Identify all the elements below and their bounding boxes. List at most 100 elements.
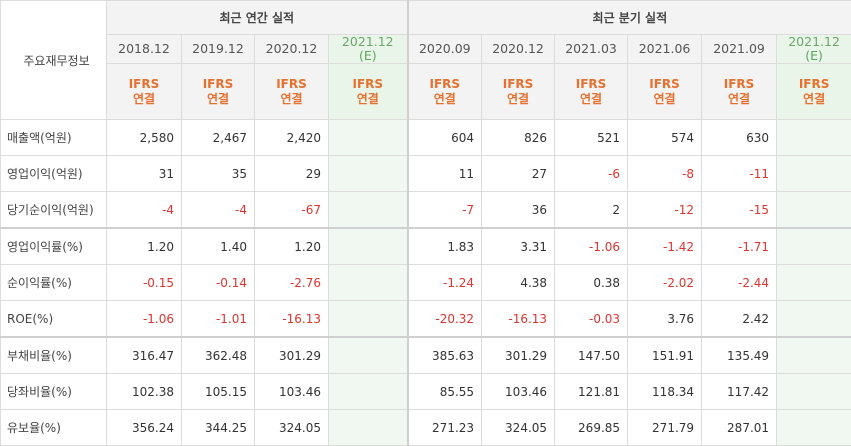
value-cell: 3.76 [628,301,702,338]
value-cell: -4 [182,192,255,229]
value-cell: 2 [555,192,628,229]
value-cell: 4.38 [482,265,555,301]
ifrs-label: IFRS [649,77,680,91]
value-cell: 271.79 [628,410,702,446]
value-cell: -1.01 [182,301,255,338]
value-cell: 103.46 [482,374,555,410]
value-cell: -1.42 [628,228,702,265]
value-cell: 1.83 [408,228,482,265]
period-header: 2021.03 [555,35,628,64]
period-label: 2020.09 [419,41,471,56]
row-label: 영업이익률(%) [1,228,107,265]
value-cell: 521 [555,120,628,156]
value-cell: 35 [182,156,255,192]
value-cell: 27 [482,156,555,192]
value-cell: 2,467 [182,120,255,156]
value-cell: 2,420 [255,120,329,156]
period-header: 2020.12 [482,35,555,64]
period-header: 2021.12(E) [329,35,408,64]
ifrs-label: IFRS [799,77,830,91]
value-cell: -12 [628,192,702,229]
value-cell: 324.05 [255,410,329,446]
value-cell: -6 [555,156,628,192]
value-cell: -1.24 [408,265,482,301]
value-cell [329,120,408,156]
value-cell [329,265,408,301]
value-cell: 385.63 [408,337,482,374]
value-cell [777,337,851,374]
value-cell: 1.40 [182,228,255,265]
consolidated-label: 연결 [507,92,529,106]
value-cell [777,410,851,446]
period-header: 2021.06 [628,35,702,64]
period-label: 2021.12 [788,35,840,50]
period-label: 2019.12 [192,41,244,56]
value-cell: -7 [408,192,482,229]
value-cell: 31 [107,156,182,192]
ifrs-label: IFRS [430,77,461,91]
value-cell: 362.48 [182,337,255,374]
period-label: 2020.12 [266,41,318,56]
period-header: 2021.12(E) [777,35,851,64]
period-header: 2018.12 [107,35,182,64]
value-cell: 0.38 [555,265,628,301]
value-cell: 11 [408,156,482,192]
consolidated-label: 연결 [654,92,676,106]
period-label: 2021.09 [713,41,765,56]
value-cell: -0.14 [182,265,255,301]
period-label: 2020.12 [492,41,544,56]
quarterly-group-title: 최근 분기 실적 [408,1,851,35]
value-cell: -16.13 [482,301,555,338]
value-cell [777,120,851,156]
value-cell: 36 [482,192,555,229]
ifrs-label: IFRS [203,77,234,91]
value-cell: 269.85 [555,410,628,446]
value-cell: -1.06 [107,301,182,338]
period-header: 2020.09 [408,35,482,64]
row-label: 매출액(억원) [1,120,107,156]
value-cell: -16.13 [255,301,329,338]
value-cell: -2.44 [702,265,777,301]
row-label: 순이익률(%) [1,265,107,301]
value-cell: 118.34 [628,374,702,410]
value-cell: -2.02 [628,265,702,301]
consolidated-label: 연결 [207,92,229,106]
value-cell: -15 [702,192,777,229]
value-cell: 630 [702,120,777,156]
ifrs-label: IFRS [353,77,384,91]
row-label: 당좌비율(%) [1,374,107,410]
value-cell: -11 [702,156,777,192]
consolidated-label: 연결 [728,92,750,106]
value-cell: -0.03 [555,301,628,338]
row-label: ROE(%) [1,301,107,338]
value-cell: 103.46 [255,374,329,410]
value-cell: 29 [255,156,329,192]
value-cell: 301.29 [255,337,329,374]
value-cell [777,374,851,410]
value-cell [329,410,408,446]
estimate-mark: (E) [805,48,823,63]
value-cell: 316.47 [107,337,182,374]
value-cell: -1.71 [702,228,777,265]
value-cell: 301.29 [482,337,555,374]
value-cell: -8 [628,156,702,192]
period-label: 2021.03 [565,41,617,56]
consolidated-label: 연결 [133,92,155,106]
value-cell [329,301,408,338]
ifrs-label: IFRS [503,77,534,91]
value-cell: 105.15 [182,374,255,410]
value-cell: 2,580 [107,120,182,156]
